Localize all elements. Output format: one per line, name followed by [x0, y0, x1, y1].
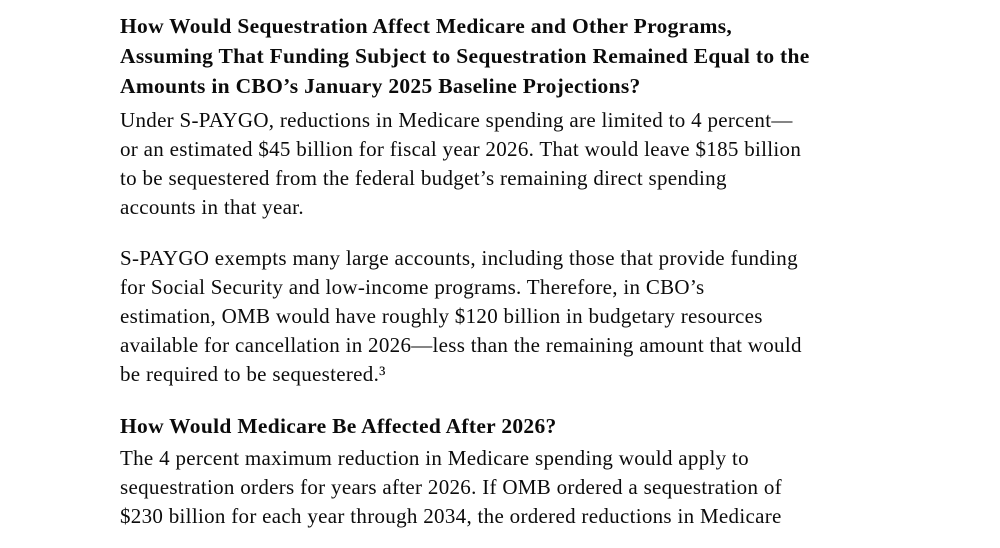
paragraph-medicare-after-2026: The 4 percent maximum reduction in Medic…	[120, 446, 782, 528]
section-heading-sequestration-effect: How Would Sequestration Affect Medicare …	[120, 14, 810, 98]
section-heading-medicare-after-2026: How Would Medicare Be Affected After 202…	[120, 414, 557, 438]
document-body: How Would Sequestration Affect Medicare …	[120, 14, 810, 528]
paragraph-spaygo-limits: Under S-PAYGO, reductions in Medicare sp…	[120, 108, 802, 219]
paragraph-spaygo-exemptions: S-PAYGO exempts many large accounts, inc…	[120, 246, 802, 386]
